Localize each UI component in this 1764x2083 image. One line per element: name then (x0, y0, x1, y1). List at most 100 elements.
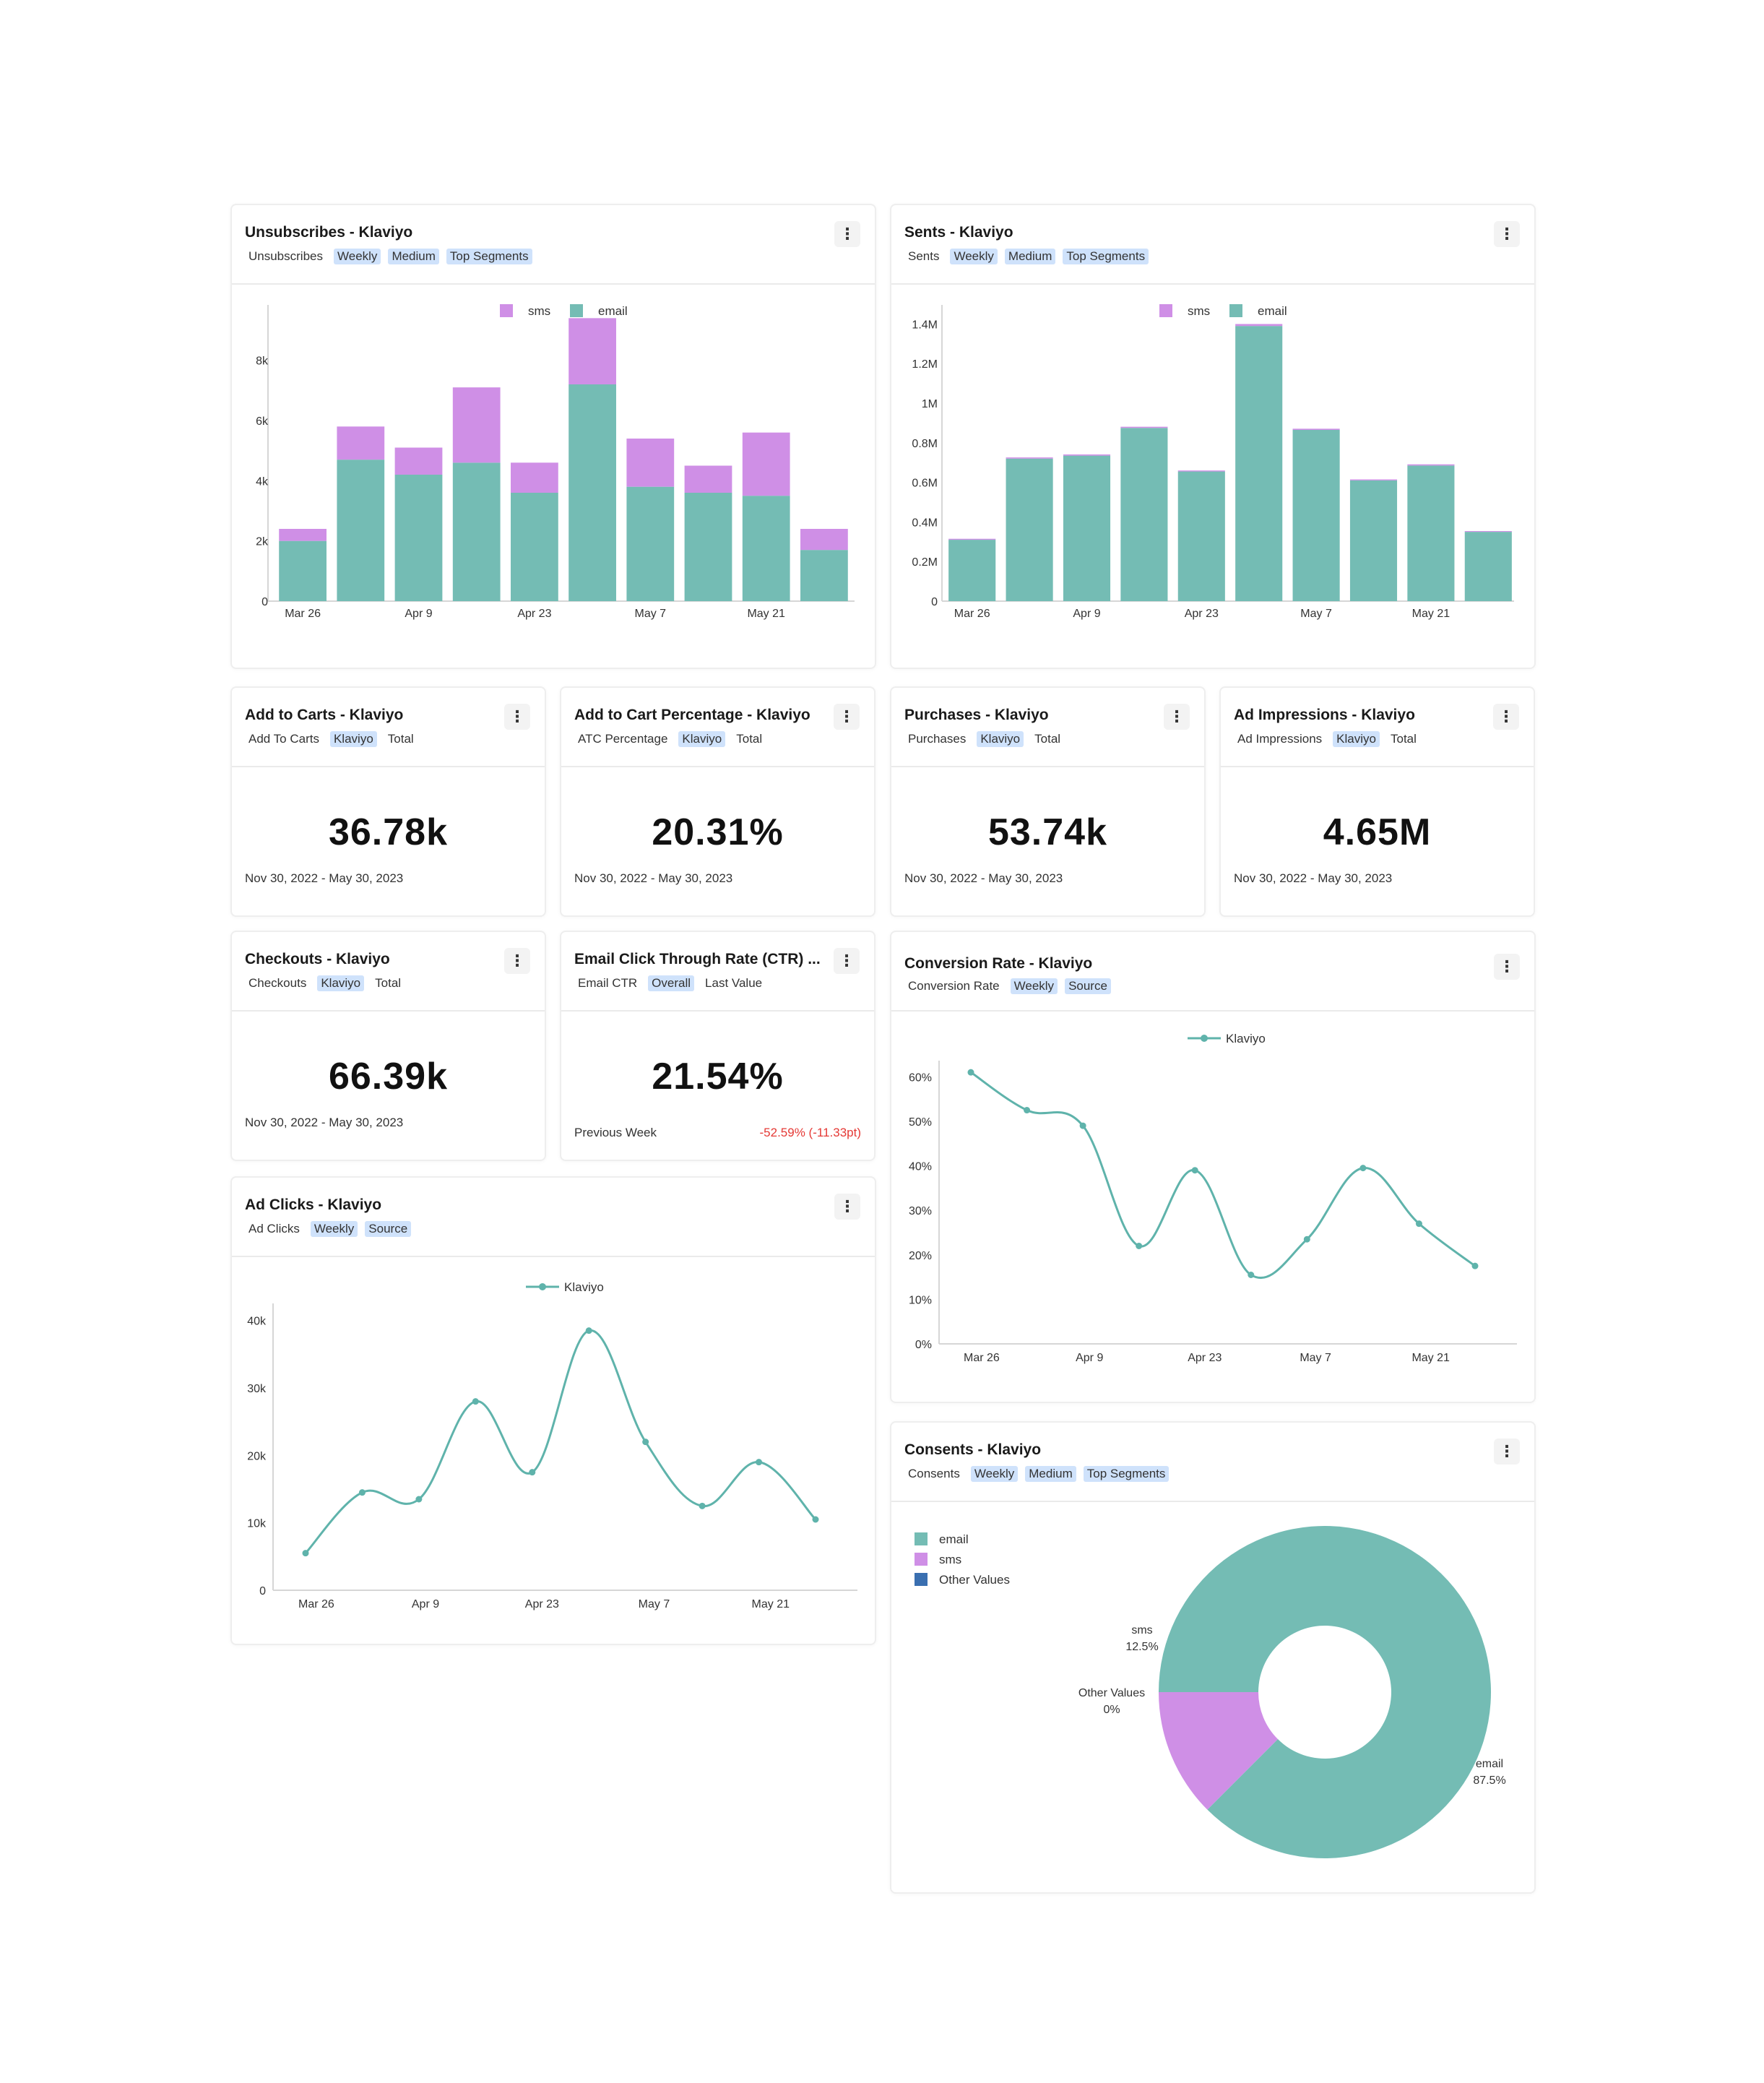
sents-card: Sents - Klaviyo Sents Weekly Medium Top … (890, 204, 1536, 669)
bar-sms (1235, 324, 1283, 327)
bar-sms (1292, 428, 1340, 431)
y-tick-label: 30k (247, 1383, 267, 1395)
x-tick-label: Apr 9 (1076, 1352, 1103, 1364)
filter-chips: Ad Impressions Klaviyo Total (1234, 731, 1420, 747)
more-options-icon[interactable]: ⋮ (1494, 1439, 1520, 1465)
card-title: Purchases - Klaviyo (904, 707, 1049, 723)
data-point (1359, 1165, 1367, 1172)
kpi-value: 36.78k (328, 811, 449, 853)
aggregation-chip[interactable]: Last Value (705, 976, 763, 990)
data-point (1024, 1107, 1031, 1114)
more-options-icon[interactable]: ⋮ (504, 704, 530, 730)
more-options-icon[interactable]: ⋮ (834, 704, 860, 730)
data-point (812, 1516, 819, 1523)
legend-label: Klaviyo (1226, 1032, 1266, 1045)
card-title: Conversion Rate - Klaviyo (904, 955, 1093, 972)
filter-chips: Add To Carts Klaviyo Total (245, 731, 418, 747)
bar-email (1292, 430, 1340, 601)
period-chip[interactable]: Weekly (950, 249, 998, 264)
kpi-value: 21.54% (652, 1056, 784, 1097)
metric-chip[interactable]: Unsubscribes (248, 249, 323, 263)
data-point (472, 1398, 479, 1405)
breakdown-chip[interactable]: Medium (388, 249, 439, 264)
segment-chip[interactable]: Top Segments (446, 249, 532, 264)
x-tick-label: May 21 (752, 1598, 790, 1610)
x-tick-label: Apr 23 (517, 608, 551, 620)
ad-clicks-card: Ad Clicks - Klaviyo Ad Clicks Weekly Sou… (230, 1176, 876, 1645)
breakdown-chip[interactable]: Source (365, 1221, 412, 1237)
metric-chip[interactable]: Ad Clicks (248, 1222, 300, 1235)
aggregation-chip[interactable]: Total (1390, 732, 1417, 746)
aggregation-chip[interactable]: Total (387, 732, 414, 746)
bar-email (1464, 532, 1512, 601)
bar-sms (452, 387, 501, 463)
filter-chips: Conversion Rate Weekly Source (904, 978, 1111, 994)
period-chip[interactable]: Weekly (310, 1221, 358, 1237)
y-tick-label: 1M (922, 398, 938, 410)
kpi-value: 66.39k (328, 1056, 449, 1097)
scope-chip[interactable]: Overall (648, 975, 695, 991)
more-options-icon[interactable]: ⋮ (1164, 704, 1190, 730)
segment-chip[interactable]: Top Segments (1063, 249, 1149, 264)
series-line-klaviyo (304, 1329, 817, 1554)
y-tick-label: 8k (256, 355, 269, 368)
metric-chip[interactable]: Ad Impressions (1237, 732, 1323, 746)
metric-chip[interactable]: Purchases (908, 732, 967, 746)
bar-sms (948, 538, 996, 540)
comparison-label: Previous Week (574, 1126, 657, 1139)
more-options-icon[interactable]: ⋮ (1494, 954, 1520, 980)
sents-chart: sms email 0 0.2M 0.4M 0.6M 0.8M 1M 1.2M 1.4M Mar… (912, 304, 1514, 620)
period-chip[interactable]: Weekly (1010, 978, 1058, 994)
ad-clicks-header: Ad Clicks - Klaviyo Ad Clicks Weekly Sou… (232, 1178, 875, 1257)
aggregation-chip[interactable]: Total (375, 976, 402, 990)
x-tick-label: May 21 (747, 608, 785, 620)
bar-sms (568, 318, 616, 384)
metric-chip[interactable]: ATC Percentage (578, 732, 668, 746)
kpi-header: Checkouts - Klaviyo Checkouts Klaviyo To… (232, 932, 545, 1012)
legend-marker (1201, 1035, 1208, 1042)
y-tick-label: 0.4M (912, 517, 938, 529)
metric-chip[interactable]: Sents (908, 249, 940, 263)
more-options-icon[interactable]: ⋮ (834, 221, 860, 247)
bar-sms (337, 426, 385, 460)
source-chip[interactable]: Klaviyo (329, 731, 377, 747)
y-tick-label: 0.6M (912, 478, 938, 490)
card-title: Unsubscribes - Klaviyo (245, 224, 413, 241)
more-options-icon[interactable]: ⋮ (1493, 704, 1519, 730)
legend-swatch-sms (500, 304, 513, 317)
consents-donut-chart: email sms Other Values sms 12.5% Other V… (915, 1526, 1506, 1858)
purchases-card: Purchases - Klaviyo Purchases Klaviyo To… (890, 686, 1206, 917)
more-options-icon[interactable]: ⋮ (834, 948, 860, 974)
bar-sms (742, 432, 790, 496)
slice-label-other-name: Other Values (1078, 1687, 1145, 1699)
breakdown-chip[interactable]: Medium (1025, 1466, 1076, 1482)
metric-chip[interactable]: Consents (908, 1467, 960, 1480)
x-tick-label: Apr 9 (1073, 608, 1100, 620)
metric-chip[interactable]: Checkouts (248, 976, 307, 990)
source-chip[interactable]: Klaviyo (678, 731, 726, 747)
more-options-icon[interactable]: ⋮ (1494, 221, 1520, 247)
x-tick-label: May 21 (1412, 608, 1450, 620)
y-tick-label: 4k (256, 475, 269, 488)
metric-chip[interactable]: Add To Carts (248, 732, 319, 746)
metric-chip[interactable]: Email CTR (578, 976, 638, 990)
source-chip[interactable]: Klaviyo (977, 731, 1024, 747)
slice-label-other-pct: 0% (1103, 1704, 1120, 1716)
period-chip[interactable]: Weekly (334, 249, 381, 264)
segment-chip[interactable]: Top Segments (1083, 1466, 1169, 1482)
period-chip[interactable]: Weekly (970, 1466, 1019, 1482)
breakdown-chip[interactable]: Source (1065, 978, 1111, 994)
source-chip[interactable]: Klaviyo (1333, 731, 1380, 747)
aggregation-chip[interactable]: Total (1034, 732, 1061, 746)
breakdown-chip[interactable]: Medium (1004, 249, 1056, 264)
filter-chips: Email CTR Overall Last Value (574, 975, 766, 991)
y-tick-label: 20% (909, 1250, 932, 1262)
more-options-icon[interactable]: ⋮ (504, 948, 530, 974)
source-chip[interactable]: Klaviyo (317, 975, 365, 991)
kpi-header: Purchases - Klaviyo Purchases Klaviyo To… (891, 688, 1204, 767)
legend-label-sms: sms (939, 1553, 961, 1566)
aggregation-chip[interactable]: Total (736, 732, 763, 746)
more-options-icon[interactable]: ⋮ (834, 1194, 860, 1220)
data-point (358, 1489, 366, 1496)
metric-chip[interactable]: Conversion Rate (908, 979, 1000, 993)
